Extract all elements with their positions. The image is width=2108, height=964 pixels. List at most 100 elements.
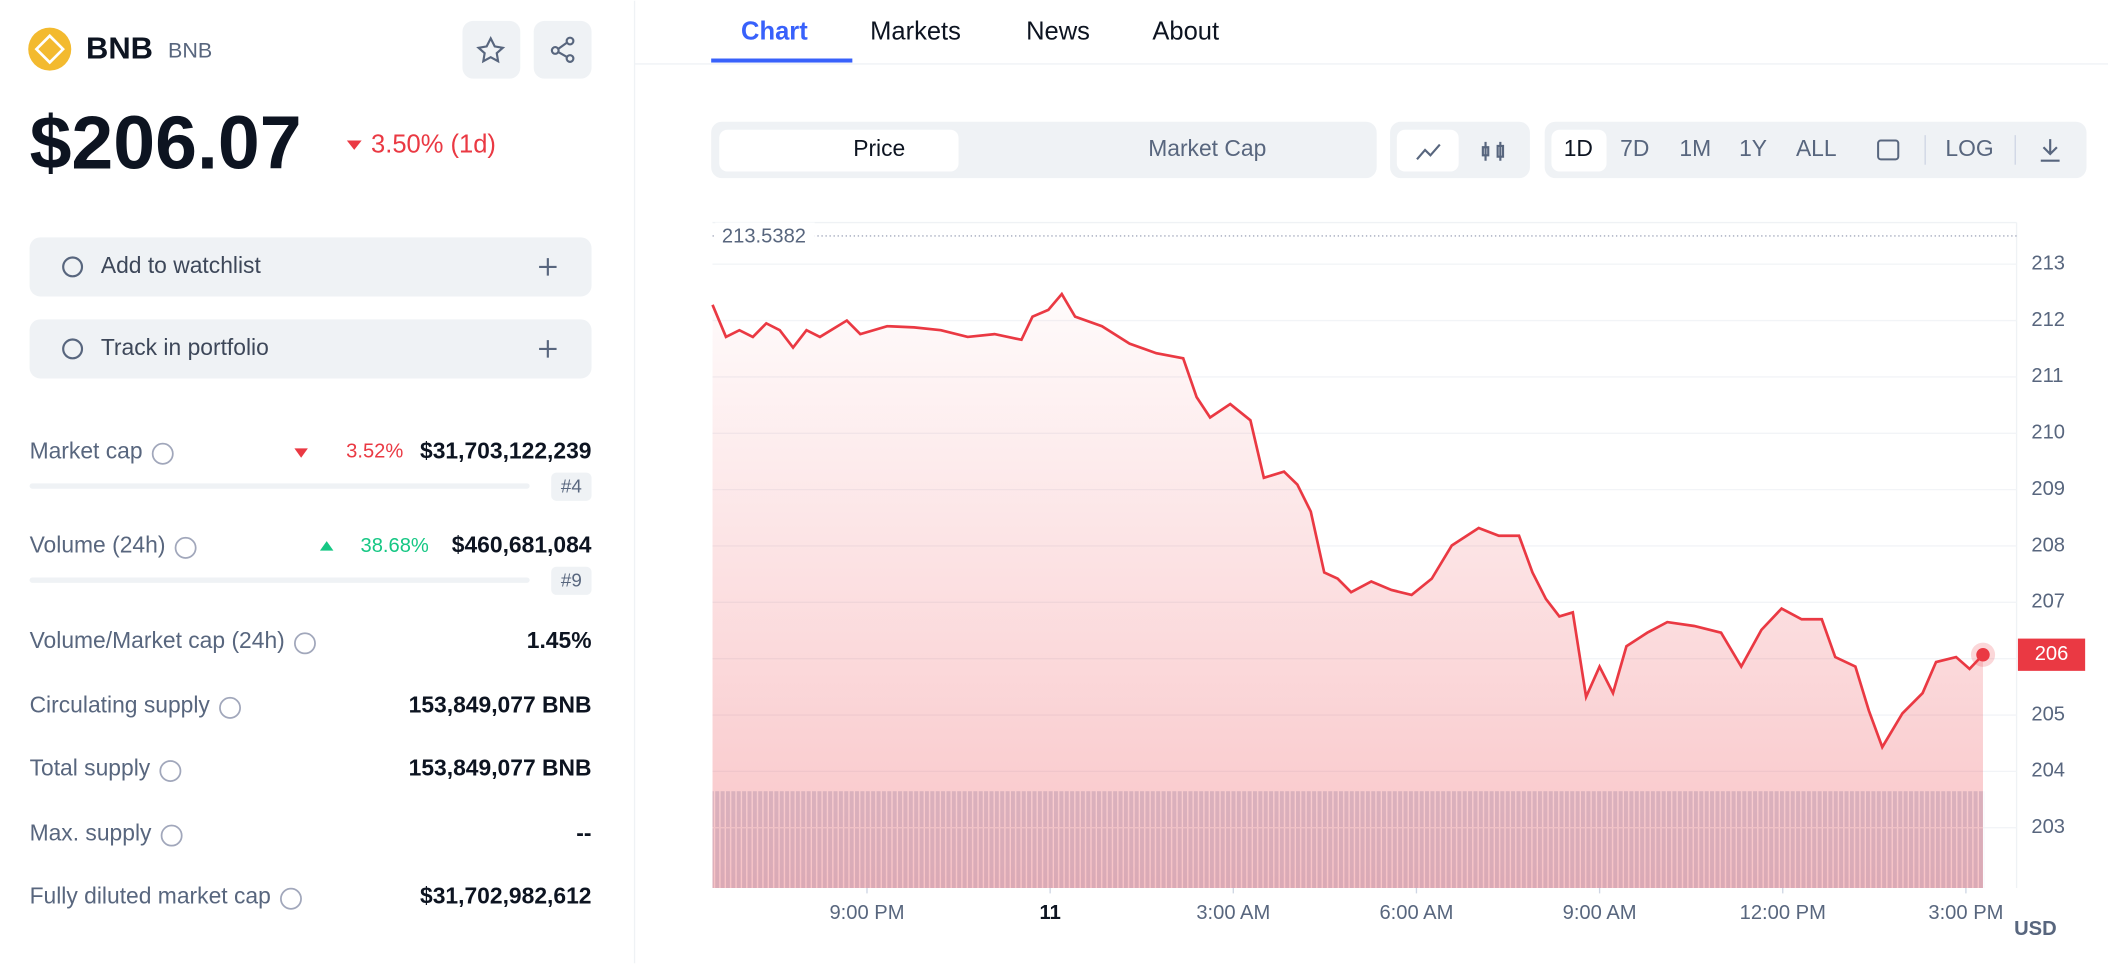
y-tick-label: 205 (2031, 703, 2065, 725)
info-icon (294, 632, 316, 655)
calendar-icon[interactable] (1877, 139, 1900, 161)
action-button[interactable] (29, 237, 592, 297)
stat-label: Max. supply (30, 819, 152, 845)
area-fill (712, 294, 1984, 889)
high-bg (715, 222, 815, 251)
range-group (1544, 121, 2087, 179)
y-tick-label: 209 (2031, 478, 2065, 500)
x-tick-label: 9:00 AM (1563, 902, 1637, 924)
high-label: 213.5382 (722, 226, 806, 248)
stat-value: -- (576, 819, 591, 845)
toggle-active (719, 129, 959, 172)
candle-icon[interactable] (1481, 141, 1505, 161)
stat-label: Total supply (30, 755, 151, 781)
coin-symbol: BNB (168, 38, 212, 62)
stat-label: Volume (24h) (30, 532, 166, 558)
y-tick-label: 207 (2031, 591, 2065, 613)
rank-badge (551, 472, 592, 501)
range-button[interactable]: LOG (1945, 135, 1993, 161)
line-icon (1416, 143, 1441, 161)
unit-label: USD (2014, 918, 2057, 940)
range-active (1551, 129, 1607, 172)
action-button[interactable] (29, 319, 592, 379)
y-tick-label: 203 (2031, 816, 2065, 838)
star-button[interactable] (462, 20, 521, 79)
x-tick-label: 6:00 AM (1379, 902, 1453, 924)
action-icon (62, 338, 84, 360)
y-tick-label: 212 (2031, 309, 2065, 331)
rank-track (29, 577, 530, 583)
stat-label: Volume/Market cap (24h) (30, 627, 285, 653)
price: $206.07 (30, 100, 302, 184)
tab[interactable]: Chart (741, 18, 808, 46)
stat-value: $460,681,084 (452, 532, 592, 558)
toggle[interactable]: Market Cap (1148, 135, 1266, 161)
stat-label: Market cap (30, 437, 143, 463)
info-icon (160, 824, 183, 847)
y-tick-label: 211 (2031, 365, 2063, 387)
tab[interactable]: News (1026, 18, 1090, 46)
last-label: 206 (2035, 643, 2069, 665)
change-arrow (319, 541, 334, 551)
tab[interactable]: Markets (870, 18, 961, 46)
line-type-button[interactable] (1396, 129, 1459, 172)
coin-logo (28, 27, 72, 71)
star-icon (476, 35, 506, 64)
x-tick-label: 11 (1039, 902, 1060, 924)
x-tick-label: 3:00 PM (1928, 902, 2003, 924)
action-label: Add to watchlist (101, 252, 262, 278)
x-tick-label: 12:00 PM (1740, 902, 1826, 924)
plus-icon (539, 340, 557, 358)
info-icon (280, 887, 302, 910)
share-icon (550, 36, 575, 63)
range-button[interactable]: ALL (1796, 135, 1837, 161)
y-tick-label: 204 (2031, 760, 2065, 782)
info-icon (159, 760, 182, 783)
range-button[interactable]: 1Y (1739, 135, 1767, 161)
stat-rank: #4 (561, 475, 582, 496)
x-tick-label: 9:00 PM (829, 902, 904, 924)
stat-label: Fully diluted market cap (30, 882, 271, 908)
change-arrow (294, 448, 308, 458)
down-arrow (346, 140, 362, 150)
stat-value: $31,703,122,239 (420, 437, 592, 463)
range-button[interactable]: 7D (1620, 135, 1649, 161)
toggle[interactable]: Price (853, 135, 905, 161)
rank-track (29, 483, 530, 489)
download-icon[interactable] (2040, 139, 2060, 162)
stat-label: Circulating supply (30, 692, 211, 718)
share-button[interactable] (533, 20, 592, 79)
stat-value: 153,849,077 BNB (409, 692, 592, 718)
rank-badge (551, 566, 592, 595)
stat-value: 153,849,077 BNB (409, 755, 592, 781)
action-icon (62, 256, 84, 278)
stat-value: 1.45% (527, 627, 592, 653)
last-point (1976, 648, 1990, 662)
y-tick-label: 210 (2031, 422, 2065, 444)
info-icon (174, 536, 197, 559)
chart: 203 204 205 206 207 208 209 210 211 212 213 9:00 PM… (711, 221, 2086, 940)
info-icon (219, 696, 241, 719)
stat-rank: #9 (561, 569, 582, 590)
stat-change: 38.68% (360, 535, 428, 557)
stat-value: $31,702,982,612 (420, 882, 592, 908)
x-tick-label: 3:00 AM (1196, 902, 1270, 924)
stat-change: 3.52% (346, 441, 403, 463)
y-tick-label: 208 (2031, 534, 2065, 556)
y-tick-label: 213 (2031, 253, 2065, 275)
price-line (711, 291, 1984, 751)
range-button[interactable]: 1M (1679, 135, 1711, 161)
range-button[interactable]: 1D (1564, 135, 1593, 161)
last-badge (2017, 638, 2086, 671)
tab[interactable]: About (1152, 18, 1219, 46)
plus-icon (539, 258, 557, 276)
coin-name: BNB (86, 31, 153, 66)
info-icon (151, 442, 174, 465)
left-panel: Add to watchlist Track in portfolio Market… (29, 237, 592, 910)
price-change: 3.50% (1d) (371, 131, 496, 159)
tab-underline (711, 58, 853, 63)
logo-mark (34, 33, 65, 65)
action-label: Track in portfolio (101, 334, 269, 360)
